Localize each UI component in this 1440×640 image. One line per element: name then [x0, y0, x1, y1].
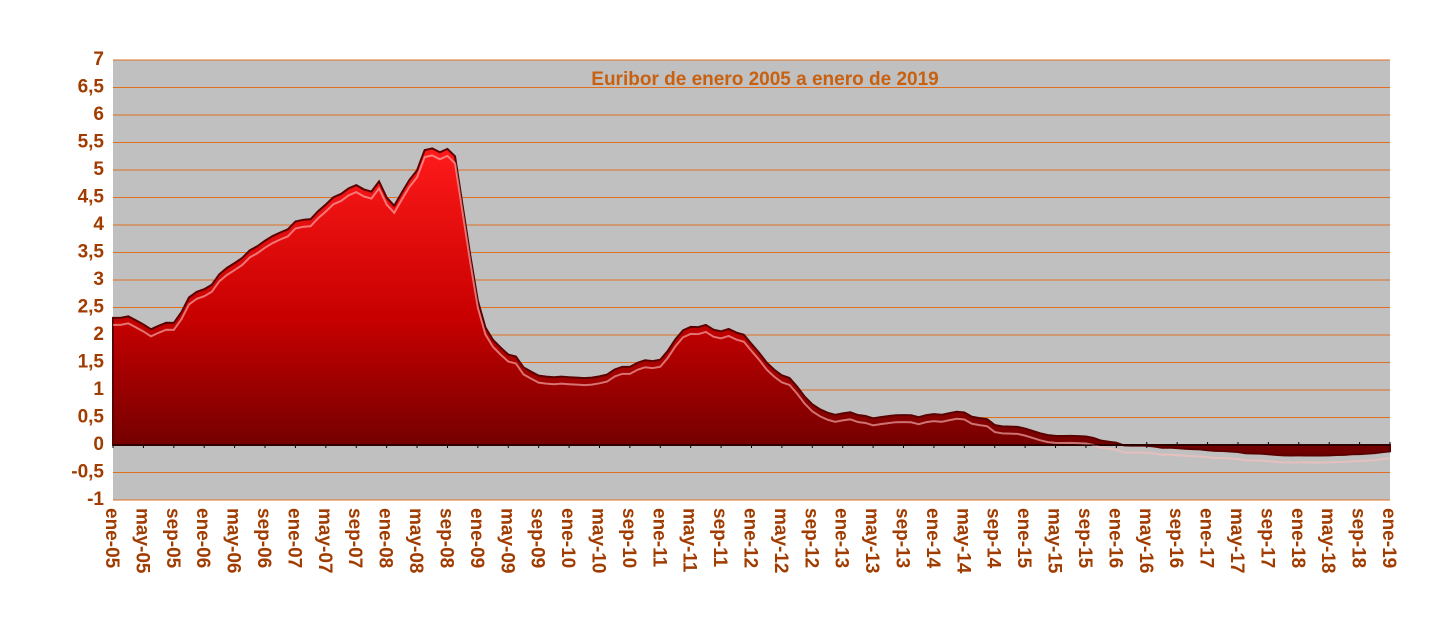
y-tick-label: 0,5 — [78, 407, 105, 428]
x-tick-label: ene-06 — [192, 508, 213, 568]
y-tick-label: 4,5 — [78, 187, 105, 208]
x-tick-label: sep-16 — [1165, 508, 1186, 568]
x-tick-label: ene-12 — [740, 508, 761, 568]
x-tick-label: sep-15 — [1074, 508, 1095, 569]
x-tick-label: ene-07 — [283, 508, 304, 568]
y-tick-label: 3,5 — [78, 242, 105, 263]
x-tick-label: sep-08 — [435, 508, 456, 568]
y-tick-label: 2,5 — [78, 297, 105, 318]
x-tick-label: may-14 — [952, 508, 973, 574]
chart-title: Euribor de enero 2005 a enero de 2019 — [591, 69, 938, 90]
x-tick-label: sep-18 — [1348, 508, 1369, 568]
x-tick-label: may-16 — [1135, 508, 1156, 574]
x-tick-label: may-15 — [1044, 508, 1065, 574]
x-tick-label: ene-11 — [648, 508, 669, 568]
y-tick-label: 6 — [93, 104, 104, 125]
area-highlight — [112, 154, 1391, 464]
x-tick-label: may-10 — [587, 508, 608, 574]
x-tick-label: ene-19 — [1378, 508, 1399, 568]
y-tick-label: 1 — [93, 379, 104, 400]
x-tick-label: may-12 — [770, 508, 791, 574]
y-tick-label: 5,5 — [78, 132, 105, 153]
x-tick-label: sep-11 — [709, 508, 730, 568]
x-tick-label: may-18 — [1317, 508, 1338, 574]
y-tick-label: 1,5 — [78, 352, 105, 373]
x-tick-label: ene-10 — [557, 508, 578, 568]
x-tick-label: ene-08 — [375, 508, 396, 568]
x-tick-label: sep-09 — [527, 508, 548, 568]
x-tick-label: may-07 — [314, 508, 335, 574]
x-tick-label: ene-17 — [1196, 508, 1217, 568]
x-tick-label: sep-07 — [344, 508, 365, 568]
x-tick-label: ene-14 — [922, 508, 943, 569]
y-tick-label: 3 — [93, 269, 104, 290]
x-tick-label: sep-14 — [983, 508, 1004, 569]
x-tick-label: ene-05 — [101, 508, 122, 569]
x-tick-label: ene-15 — [1013, 508, 1034, 569]
x-tick-label: may-09 — [496, 508, 517, 574]
y-tick-label: 5 — [93, 159, 104, 180]
x-tick-label: ene-18 — [1287, 508, 1308, 568]
x-tick-label: sep-13 — [892, 508, 913, 568]
y-tick-label: 6,5 — [78, 77, 105, 98]
x-tick-label: sep-06 — [253, 508, 274, 568]
y-tick-label: 4 — [93, 214, 104, 235]
x-tick-label: ene-09 — [466, 508, 487, 568]
x-tick-label: may-06 — [223, 508, 244, 574]
x-tick-label: may-11 — [679, 508, 700, 573]
x-tick-label: ene-16 — [1104, 508, 1125, 568]
x-tick-label: may-17 — [1226, 508, 1247, 574]
area — [112, 147, 1391, 457]
x-tick-label: may-08 — [405, 508, 426, 574]
x-tick-label: sep-17 — [1256, 508, 1277, 568]
y-tick-label: 0 — [93, 434, 104, 455]
x-tick-label: sep-05 — [162, 508, 183, 569]
y-tick-label: -1 — [87, 489, 104, 510]
y-tick-label: 2 — [93, 324, 104, 345]
x-tick-label: may-05 — [131, 508, 152, 574]
y-tick-label: 7 — [93, 49, 104, 70]
y-tick-label: -0,5 — [71, 462, 104, 483]
x-tick-label: ene-13 — [831, 508, 852, 568]
x-tick-label: sep-12 — [800, 508, 821, 568]
x-tick-label: sep-10 — [618, 508, 639, 568]
x-tick-label: may-13 — [861, 508, 882, 574]
